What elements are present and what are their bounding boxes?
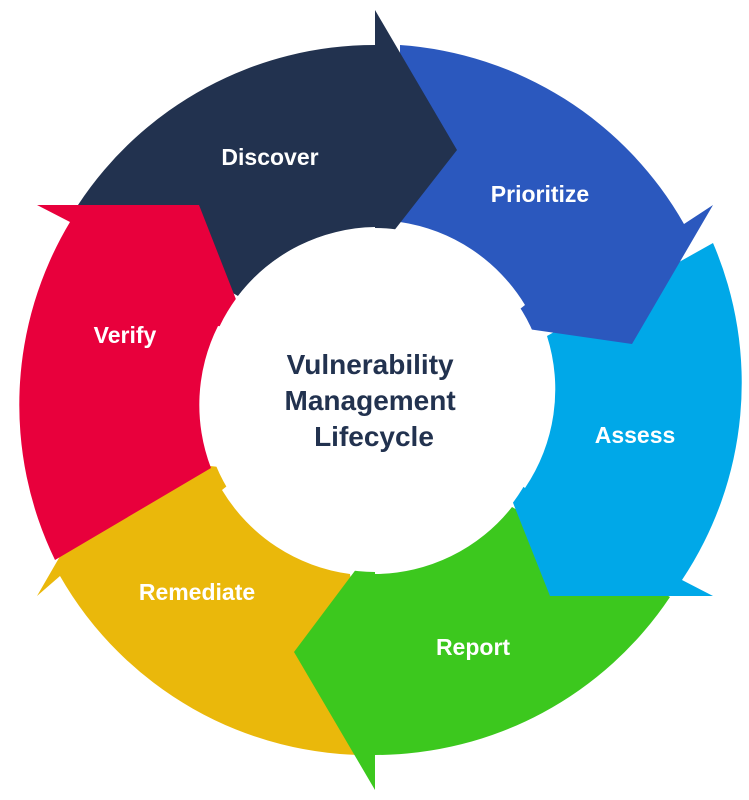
stage-arrow-prioritize xyxy=(400,45,713,344)
stage-label-prioritize: Prioritize xyxy=(491,181,589,207)
stage-label-assess: Assess xyxy=(595,422,676,448)
center-disc xyxy=(203,228,547,572)
stage-label-report: Report xyxy=(436,634,510,660)
stage-label-remediate: Remediate xyxy=(139,579,255,605)
stage-arrow-remediate xyxy=(37,456,375,756)
stage-label-discover: Discover xyxy=(221,144,318,170)
stage-label-verify: Verify xyxy=(94,322,157,348)
center-title: Vulnerability Management Lifecycle xyxy=(285,349,464,452)
center-title-line: Management xyxy=(285,385,456,416)
center-title-line: Vulnerability xyxy=(287,349,454,380)
center-title-line: Lifecycle xyxy=(314,421,434,452)
stage-arrow-verify xyxy=(19,205,248,560)
